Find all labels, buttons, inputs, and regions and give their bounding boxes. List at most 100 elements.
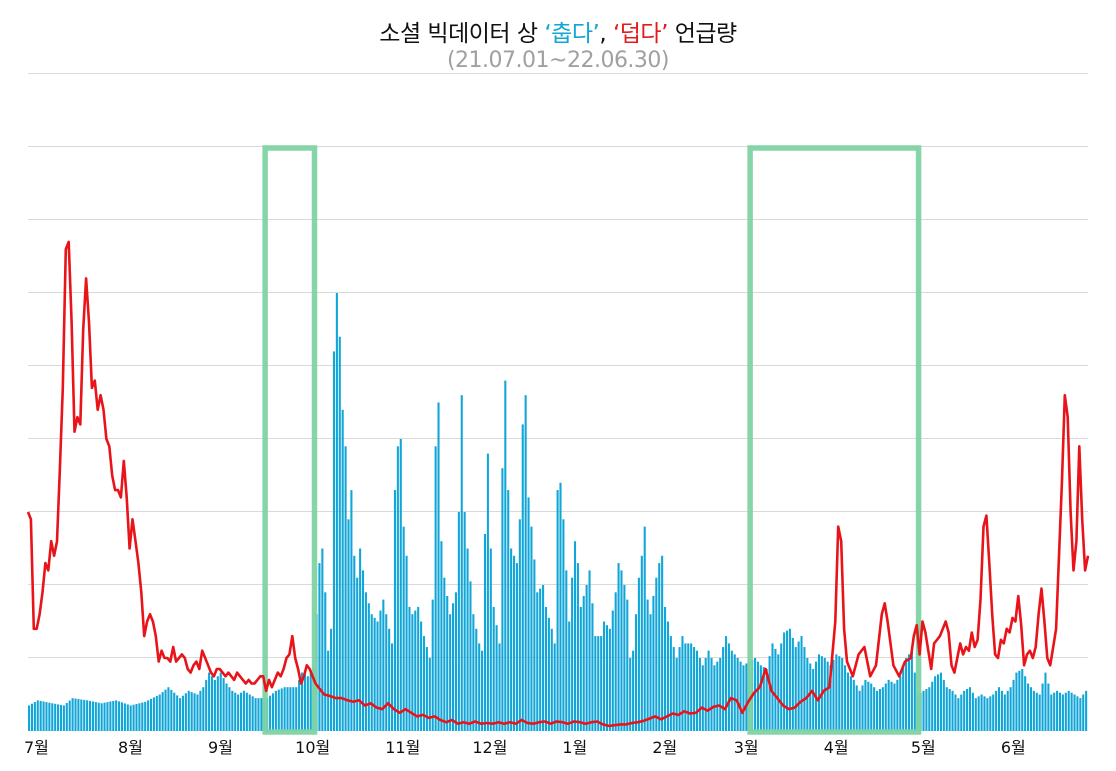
bar [164, 689, 167, 731]
bar [600, 636, 603, 731]
bar [222, 678, 225, 732]
bar [309, 670, 312, 731]
bar [675, 658, 678, 731]
bar [45, 702, 48, 731]
bar [466, 548, 469, 731]
bar [321, 548, 324, 731]
bar [245, 692, 248, 731]
bar [565, 570, 568, 731]
bar [83, 699, 86, 731]
bar [330, 628, 333, 731]
bar [391, 643, 394, 731]
bar [283, 687, 286, 731]
bar [632, 650, 635, 731]
bar [553, 643, 556, 731]
bar [576, 563, 579, 731]
bar [861, 685, 864, 732]
bar [1053, 692, 1056, 731]
bar [559, 482, 562, 731]
bar [864, 679, 867, 731]
bar [687, 643, 690, 731]
bar [742, 665, 745, 731]
bar [873, 687, 876, 731]
bar [405, 555, 408, 731]
bar [707, 650, 710, 731]
bar [585, 585, 588, 731]
bar [483, 533, 487, 731]
bar [629, 658, 632, 731]
bar [562, 519, 565, 731]
bar [39, 700, 42, 731]
bar [303, 674, 306, 731]
bar [170, 689, 173, 731]
x-tick-label: 4월 [824, 738, 849, 757]
bar [422, 636, 426, 731]
bar [1038, 694, 1041, 731]
bar [112, 700, 115, 731]
bar [91, 701, 94, 731]
bar [286, 687, 289, 731]
bar [611, 610, 614, 731]
x-tick-label: 1월 [562, 738, 587, 757]
bar [219, 672, 222, 731]
bar [777, 654, 780, 731]
bar [94, 702, 97, 731]
bar [608, 628, 611, 731]
bar [640, 555, 643, 731]
bar [780, 643, 783, 731]
bar [292, 687, 295, 731]
bar [71, 698, 74, 731]
bar [518, 519, 521, 731]
bar [724, 636, 728, 731]
bar [478, 643, 481, 731]
bar [1073, 694, 1076, 731]
bar [237, 694, 240, 731]
bar [794, 647, 797, 731]
bar [867, 681, 870, 732]
bar [1021, 668, 1024, 731]
bar [571, 577, 574, 731]
x-tick-label: 7월 [24, 738, 49, 757]
bar [1006, 690, 1009, 731]
bar [736, 658, 739, 731]
bar [1058, 692, 1062, 731]
bar [460, 395, 463, 731]
bar [382, 599, 385, 731]
bar [902, 667, 905, 732]
bar [379, 610, 382, 731]
bar [240, 692, 243, 731]
bar [1012, 679, 1015, 731]
bar [155, 695, 158, 731]
bar [1009, 687, 1012, 731]
bar [152, 697, 155, 731]
bar [1076, 696, 1079, 731]
bar [190, 692, 193, 731]
bar [649, 614, 652, 731]
keyword-cold: ‘춥다’ [544, 21, 600, 47]
bar [425, 647, 428, 731]
bar [196, 694, 199, 731]
bar [890, 681, 893, 732]
bar [1035, 692, 1038, 731]
bar [739, 661, 742, 731]
bar [228, 687, 231, 731]
bar [524, 395, 527, 731]
bar [443, 577, 446, 731]
bar [1056, 690, 1059, 731]
bar [1070, 692, 1073, 731]
bar [977, 696, 980, 731]
bar [274, 690, 277, 731]
bar [187, 690, 190, 731]
bar [149, 698, 153, 731]
bar [698, 658, 701, 731]
bar [992, 694, 995, 731]
bar [120, 702, 124, 731]
bar [838, 656, 841, 731]
bar [408, 606, 411, 731]
bar [417, 606, 420, 731]
bar [954, 694, 957, 731]
bar [97, 702, 100, 731]
bar [669, 636, 672, 731]
bar [605, 625, 609, 731]
bar [118, 701, 121, 731]
